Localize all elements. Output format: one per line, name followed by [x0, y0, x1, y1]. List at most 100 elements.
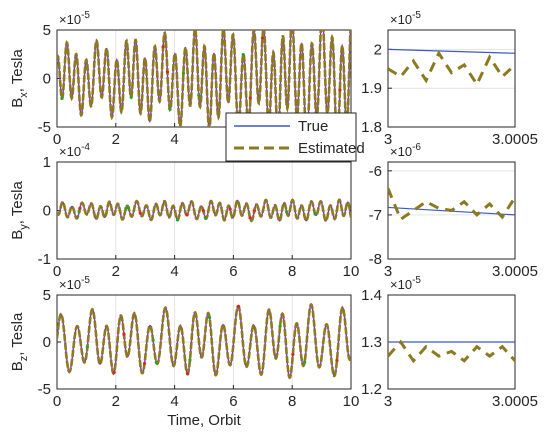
series-estimated-accent: [248, 216, 252, 220]
y-tick-label: 1.4: [361, 287, 382, 304]
y-tick-label: 1.2: [361, 381, 382, 398]
series-estimated-accent: [151, 338, 155, 342]
x-tick-label: 0: [53, 131, 61, 148]
series-estimated-accent: [175, 218, 180, 222]
y-tick-label: 1.9: [361, 80, 382, 97]
series-estimated: [388, 187, 515, 222]
plot-area: [57, 198, 351, 223]
series-estimated-accent: [228, 207, 232, 211]
series-estimated-accent: [161, 45, 165, 49]
y-tick-label: 0: [43, 71, 51, 88]
x-tick-label: 3: [384, 393, 392, 410]
series-estimated-accent: [338, 88, 342, 92]
series-estimated-accent: [112, 370, 116, 375]
plot-area: [388, 48, 515, 88]
series-estimated: [57, 30, 351, 127]
series-estimated-accent: [291, 352, 295, 357]
series-estimated-accent: [197, 93, 201, 97]
series-estimated-accent: [204, 216, 208, 221]
plot-area: [57, 302, 351, 380]
axis-multiplier: ×10-5: [390, 275, 421, 292]
series-estimated: [388, 339, 515, 364]
series-estimated-accent: [168, 107, 172, 111]
series-estimated-accent: [126, 206, 131, 210]
x-tick-label: 3: [384, 263, 392, 280]
y-tick-label: -5: [38, 119, 51, 136]
axes-box: [56, 29, 352, 128]
y-tick-label: 1.3: [361, 334, 382, 351]
series-estimated-accent: [260, 36, 265, 40]
y-axis-label: Bx, Tesla: [9, 49, 30, 108]
series-estimated-accent: [77, 209, 81, 214]
series-estimated-accent: [285, 210, 289, 214]
x-tick-label: 0: [53, 263, 61, 280]
y-tick-label: -5: [38, 381, 51, 398]
x-tick-label: 2: [112, 393, 120, 410]
series-estimated-accent: [188, 358, 192, 362]
x-tick-label: 3.0005: [492, 263, 538, 280]
plot-area: [388, 187, 515, 222]
y-tick-label: 1.8: [361, 119, 382, 136]
x-tick-label: 6: [229, 263, 237, 280]
series-estimated-accent: [124, 206, 128, 210]
plot-area: [388, 339, 515, 364]
series-estimated-accent: [60, 96, 64, 100]
x-tick-label: 4: [170, 393, 178, 410]
y-tick-label: -6: [369, 163, 382, 180]
series-estimated-accent: [122, 332, 126, 337]
series-estimated: [388, 50, 515, 88]
series-estimated-accent: [201, 209, 205, 213]
series-estimated-accent: [303, 360, 307, 364]
series-estimated-accent: [320, 20, 323, 23]
x-tick-label: 3.0005: [492, 131, 538, 148]
series-true: [388, 48, 515, 54]
x-axis-label: Time, Orbit: [167, 412, 241, 429]
y-tick-label: 5: [43, 287, 51, 304]
x-tick-label: 8: [288, 393, 296, 410]
series-estimated-accent: [335, 358, 339, 362]
axes-box: [387, 29, 516, 128]
legend-true-label: True: [298, 118, 328, 135]
series-estimated-accent: [313, 212, 317, 216]
series-estimated-accent: [181, 71, 186, 75]
series-estimated: [57, 198, 351, 223]
series-estimated-accent: [186, 372, 190, 376]
legend-estimated-label: Estimated: [298, 140, 365, 157]
series-estimated-accent: [129, 95, 133, 99]
x-tick-label: 6: [229, 393, 237, 410]
series-estimated: [57, 302, 351, 380]
axes-box: [56, 161, 352, 260]
x-tick-label: 2: [112, 131, 120, 148]
series-estimated-accent: [78, 206, 82, 211]
series-estimated-accent: [142, 361, 147, 366]
y-tick-label: -8: [369, 251, 382, 268]
series-estimated-accent: [248, 96, 252, 100]
legend: True Estimated: [225, 112, 365, 162]
series-estimated-accent: [207, 316, 212, 320]
axis-multiplier: ×10-4: [59, 142, 90, 159]
y-axis-label: Bz, Tesla: [9, 312, 30, 371]
series-estimated-accent: [154, 360, 158, 364]
series-estimated-accent: [185, 213, 189, 217]
panel-zoom-bx: 3 3.0005 2 1.9 1.8 ×10-5: [361, 10, 538, 148]
panel-zoom-by: 3 3.0005 -6 -7 -8 ×10-6: [369, 142, 538, 280]
y-tick-label: -7: [369, 207, 382, 224]
y-tick-label: -1: [38, 251, 51, 268]
series-estimated-accent: [165, 70, 170, 74]
axis-multiplier: ×10-5: [59, 10, 90, 27]
series-estimated-accent: [237, 304, 241, 309]
x-tick-label: 3: [384, 131, 392, 148]
y-tick-label: 0: [43, 203, 51, 220]
legend-box: [225, 112, 357, 162]
axis-multiplier: ×10-6: [390, 142, 421, 159]
y-tick-label: 0: [43, 334, 51, 351]
y-tick-label: 5: [43, 22, 51, 39]
series-estimated-accent: [252, 209, 256, 213]
x-tick-label: 0: [53, 393, 61, 410]
x-tick-label: 4: [170, 131, 178, 148]
axis-multiplier: ×10-5: [390, 10, 421, 27]
x-tick-label: 2: [112, 263, 120, 280]
